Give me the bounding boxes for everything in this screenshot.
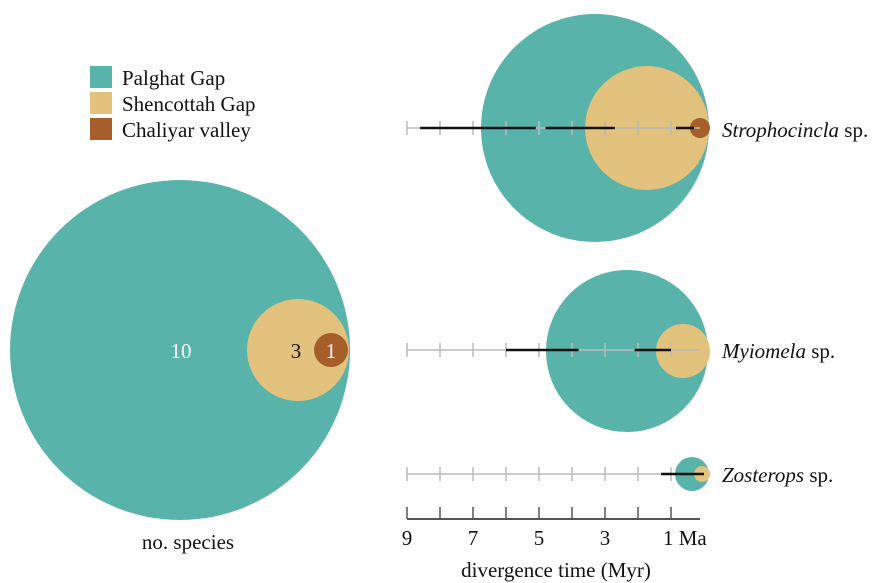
taxon-row-zosterops: Zosterops sp.	[406, 457, 833, 491]
species-circle-shencottah	[247, 299, 349, 401]
legend-swatch-palghat	[90, 66, 112, 88]
taxon-genus: Strophocincla	[722, 118, 839, 142]
taxon-genus: Zosterops	[722, 463, 804, 487]
taxon-genus: Myiomela	[721, 339, 806, 363]
axis-tick-labels: 9 7 5 3 1 Ma	[402, 526, 708, 550]
species-circle-palghat	[10, 180, 350, 520]
species-count-palghat: 10	[171, 339, 192, 363]
axis-tick-label: 9	[402, 526, 413, 550]
taxon-suffix: sp.	[804, 463, 833, 487]
taxon-circle-palghat	[546, 270, 708, 432]
species-circle-chaliyar	[314, 333, 348, 367]
legend-label-palghat: Palghat Gap	[122, 66, 225, 90]
taxon-suffix: sp.	[806, 339, 835, 363]
taxon-suffix: sp.	[839, 118, 868, 142]
taxon-row-strophocincla: Strophocincla sp.	[406, 14, 868, 242]
species-count-panel: 10 3 1 no. species	[10, 180, 350, 554]
time-axis: 9 7 5 3 1 Ma divergence time (Myr)	[402, 507, 708, 582]
species-count-chaliyar: 1	[326, 339, 337, 363]
axis-ticks	[406, 507, 672, 519]
legend-swatch-chaliyar	[90, 118, 112, 140]
taxon-label: Zosterops sp.	[722, 463, 833, 487]
axis-tick-label: 3	[600, 526, 611, 550]
taxon-circle-shencottah	[656, 324, 710, 378]
taxon-timeline	[406, 343, 700, 357]
species-count-shencottah: 3	[291, 339, 302, 363]
legend-label-chaliyar: Chaliyar valley	[122, 118, 251, 142]
axis-tick-label: 7	[468, 526, 479, 550]
taxon-timeline	[406, 467, 704, 481]
legend-label-shencottah: Shencottah Gap	[122, 92, 256, 116]
taxon-label: Myiomela sp.	[721, 339, 835, 363]
axis-tick-label: 1 Ma	[663, 526, 707, 550]
taxon-label: Strophocincla sp.	[722, 118, 868, 142]
axis-tick-label: 5	[534, 526, 545, 550]
taxon-timeline	[406, 121, 700, 135]
legend-swatch-shencottah	[90, 92, 112, 114]
species-caption: no. species	[142, 530, 234, 554]
taxon-row-myiomela: Myiomela sp.	[406, 270, 835, 432]
legend: Palghat Gap Shencottah Gap Chaliyar vall…	[90, 66, 256, 142]
axis-title: divergence time (Myr)	[461, 558, 651, 582]
